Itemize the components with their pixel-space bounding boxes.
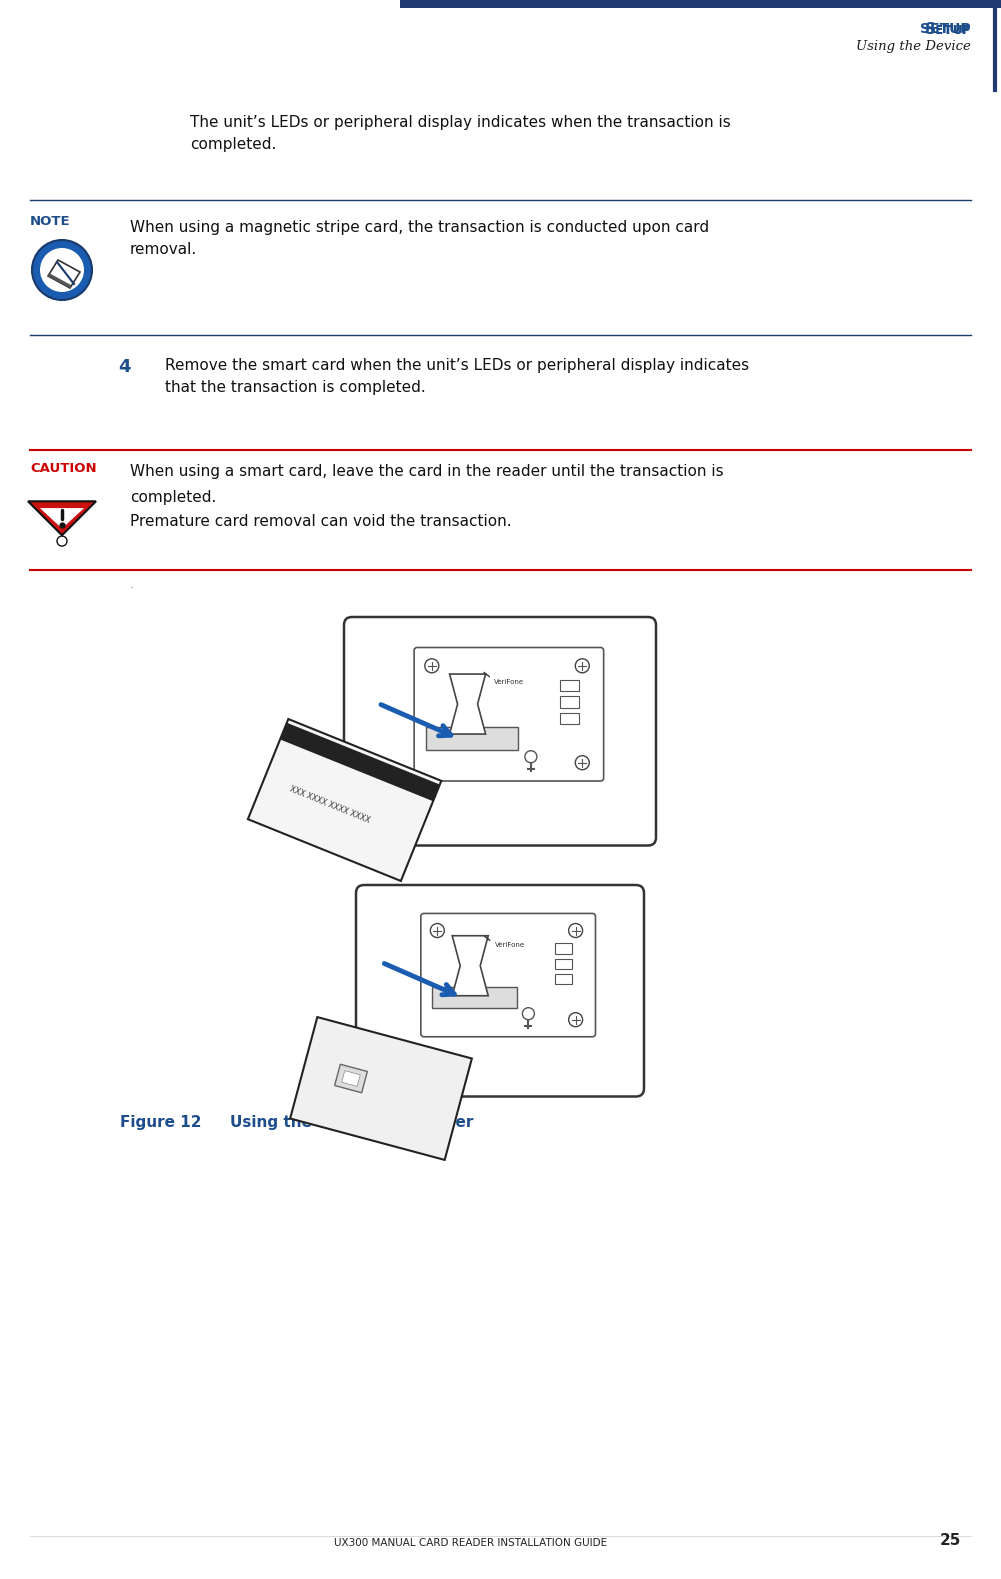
Polygon shape <box>334 1064 367 1093</box>
Text: When using a smart card, leave the card in the reader until the transaction is: When using a smart card, leave the card … <box>130 464 724 478</box>
Circle shape <box>40 248 84 292</box>
Bar <box>561 714 579 725</box>
Text: Using the Device: Using the Device <box>856 39 971 54</box>
Circle shape <box>569 1012 583 1026</box>
Polygon shape <box>290 1017 471 1161</box>
Bar <box>400 0 1001 8</box>
Bar <box>556 943 573 954</box>
Text: XXX XXXX XXXX XXXX: XXX XXXX XXXX XXXX <box>288 785 371 826</box>
Bar <box>432 987 517 1007</box>
Text: NOTE: NOTE <box>30 215 71 227</box>
FancyBboxPatch shape <box>420 914 596 1037</box>
Text: SETUP: SETUP <box>920 22 971 36</box>
FancyBboxPatch shape <box>356 884 644 1096</box>
Text: Premature card removal can void the transaction.: Premature card removal can void the tran… <box>130 515 512 529</box>
Circle shape <box>57 537 67 546</box>
Circle shape <box>576 658 590 673</box>
Text: VeriFone: VeriFone <box>494 943 525 949</box>
Text: Sᴇᴛᴜᴘ: Sᴇᴛᴜᴘ <box>925 22 971 36</box>
Text: Remove the smart card when the unit’s LEDs or peripheral display indicates
that : Remove the smart card when the unit’s LE… <box>165 358 749 395</box>
Text: CAUTION: CAUTION <box>30 463 97 475</box>
Bar <box>426 726 519 750</box>
Text: 4: 4 <box>118 358 130 376</box>
FancyBboxPatch shape <box>414 647 604 782</box>
Bar <box>556 974 573 984</box>
Text: VeriFone: VeriFone <box>494 679 525 685</box>
Polygon shape <box>28 501 96 535</box>
Polygon shape <box>449 674 485 734</box>
Polygon shape <box>248 718 441 881</box>
FancyBboxPatch shape <box>344 617 656 845</box>
Bar <box>556 958 573 970</box>
Text: Using the Multi-Card Reader: Using the Multi-Card Reader <box>230 1115 473 1131</box>
Text: completed.: completed. <box>130 489 216 505</box>
Circle shape <box>32 240 92 300</box>
Circle shape <box>525 750 537 763</box>
Polygon shape <box>280 723 439 801</box>
Text: .: . <box>130 579 133 591</box>
Circle shape <box>424 658 438 673</box>
Circle shape <box>576 756 590 769</box>
Text: When using a magnetic stripe card, the transaction is conducted upon card
remova: When using a magnetic stripe card, the t… <box>130 219 709 257</box>
Polygon shape <box>452 936 488 996</box>
Text: UX300 MANUAL CARD READER INSTALLATION GUIDE: UX300 MANUAL CARD READER INSTALLATION GU… <box>334 1538 607 1547</box>
Polygon shape <box>48 261 80 287</box>
Polygon shape <box>48 273 71 287</box>
Circle shape <box>430 924 444 938</box>
Bar <box>561 696 579 707</box>
Polygon shape <box>341 1071 360 1086</box>
Text: 25: 25 <box>940 1533 961 1547</box>
Text: The unit’s LEDs or peripheral display indicates when the transaction is
complete: The unit’s LEDs or peripheral display in… <box>190 115 731 152</box>
Text: Figure 12: Figure 12 <box>120 1115 201 1131</box>
Bar <box>561 681 579 692</box>
Circle shape <box>523 1007 535 1020</box>
Circle shape <box>569 924 583 938</box>
Polygon shape <box>40 508 84 529</box>
